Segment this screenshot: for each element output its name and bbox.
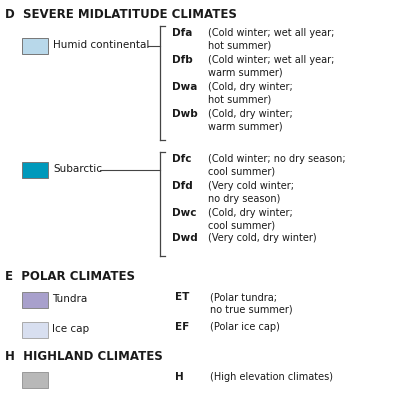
- Text: (Cold, dry winter;
hot summer): (Cold, dry winter; hot summer): [208, 82, 293, 105]
- Text: (High elevation climates): (High elevation climates): [210, 372, 333, 382]
- Bar: [22, 38, 48, 54]
- Text: Dwd: Dwd: [172, 233, 198, 243]
- Text: (Cold winter; no dry season;
cool summer): (Cold winter; no dry season; cool summer…: [208, 154, 346, 177]
- Text: Humid continental: Humid continental: [53, 40, 150, 50]
- Text: (Cold, dry winter;
warm summer): (Cold, dry winter; warm summer): [208, 109, 293, 132]
- Text: Dfa: Dfa: [172, 28, 192, 38]
- Text: D  SEVERE MIDLATITUDE CLIMATES: D SEVERE MIDLATITUDE CLIMATES: [5, 8, 237, 21]
- Text: H  HIGHLAND CLIMATES: H HIGHLAND CLIMATES: [5, 350, 163, 363]
- Text: Subarctic: Subarctic: [53, 164, 102, 174]
- Bar: [22, 372, 48, 388]
- Bar: [22, 322, 48, 338]
- Text: H: H: [175, 372, 184, 382]
- Text: Dfb: Dfb: [172, 55, 193, 65]
- Text: (Polar tundra;
no true summer): (Polar tundra; no true summer): [210, 292, 293, 315]
- Text: Dwa: Dwa: [172, 82, 197, 92]
- Text: (Cold, dry winter;
cool summer): (Cold, dry winter; cool summer): [208, 208, 293, 231]
- Text: E  POLAR CLIMATES: E POLAR CLIMATES: [5, 270, 135, 283]
- Text: EF: EF: [175, 322, 189, 332]
- Text: Tundra: Tundra: [52, 294, 87, 304]
- Text: Dfc: Dfc: [172, 154, 191, 164]
- Text: Dwc: Dwc: [172, 208, 197, 218]
- Bar: [22, 292, 48, 308]
- Text: Dfd: Dfd: [172, 181, 193, 191]
- Text: Ice cap: Ice cap: [52, 324, 89, 334]
- Bar: [22, 162, 48, 178]
- Text: (Very cold winter;
no dry season): (Very cold winter; no dry season): [208, 181, 294, 204]
- Text: ET: ET: [175, 292, 189, 302]
- Text: (Cold winter; wet all year;
warm summer): (Cold winter; wet all year; warm summer): [208, 55, 334, 78]
- Text: (Cold winter; wet all year;
hot summer): (Cold winter; wet all year; hot summer): [208, 28, 334, 51]
- Text: Dwb: Dwb: [172, 109, 198, 119]
- Text: (Polar ice cap): (Polar ice cap): [210, 322, 280, 332]
- Text: (Very cold, dry winter): (Very cold, dry winter): [208, 233, 317, 243]
